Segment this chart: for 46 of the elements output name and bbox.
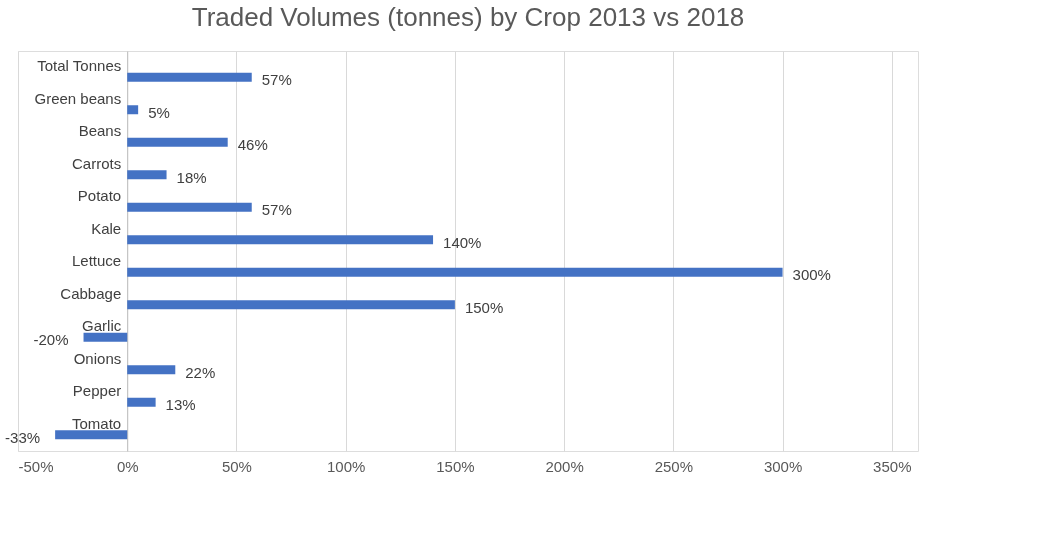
x-tick-label: 300% [763,457,803,475]
y-tick-label: Garlic [82,317,122,335]
bar [55,430,128,440]
data-label: -33% [5,428,41,446]
bar [127,202,252,212]
bar [83,332,128,342]
bar [127,105,139,115]
x-tick-label: 200% [545,457,584,475]
y-tick-label: Potato [77,187,122,205]
x-tick-label: 350% [873,457,912,475]
data-label: 140% [443,233,482,251]
data-label: 150% [464,298,504,316]
y-tick-label: Cabbage [60,284,122,302]
x-tick-label: 250% [654,457,694,475]
data-label: 18% [176,168,207,186]
y-tick-label: Beans [78,122,122,140]
y-tick-label: Green beans [34,89,122,107]
y-tick-label: Pepper [72,382,122,400]
data-label: 57% [261,71,292,89]
x-tick-label: 50% [221,457,252,475]
y-tick-label: Total Tonnes [37,57,122,75]
data-label: 300% [792,266,831,284]
bar [127,267,783,277]
data-label: 46% [237,136,268,154]
chart-title: Traded Volumes (tonnes) by Crop 2013 vs 2018 [191,2,745,32]
bar [127,300,455,310]
y-tick-label: Lettuce [72,252,122,270]
x-tick-label: 100% [326,457,366,475]
bar [127,235,434,245]
data-label: -20% [33,331,69,349]
bar [127,137,228,147]
y-tick-label: Kale [91,219,122,237]
y-tick-label: Onions [73,349,122,367]
bar [127,365,176,375]
x-tick-label: 0% [116,457,139,475]
data-label: 22% [185,363,216,381]
y-tick-label: Carrots [72,154,122,172]
bar [127,72,252,82]
data-label: 57% [261,201,292,219]
bar [127,170,167,180]
data-label: 13% [165,396,196,414]
bar [127,397,156,407]
data-label: 5% [148,103,170,121]
y-tick-label: Tomato [72,414,122,432]
x-tick-label: 150% [436,457,475,475]
x-tick-label: -50% [18,457,54,475]
